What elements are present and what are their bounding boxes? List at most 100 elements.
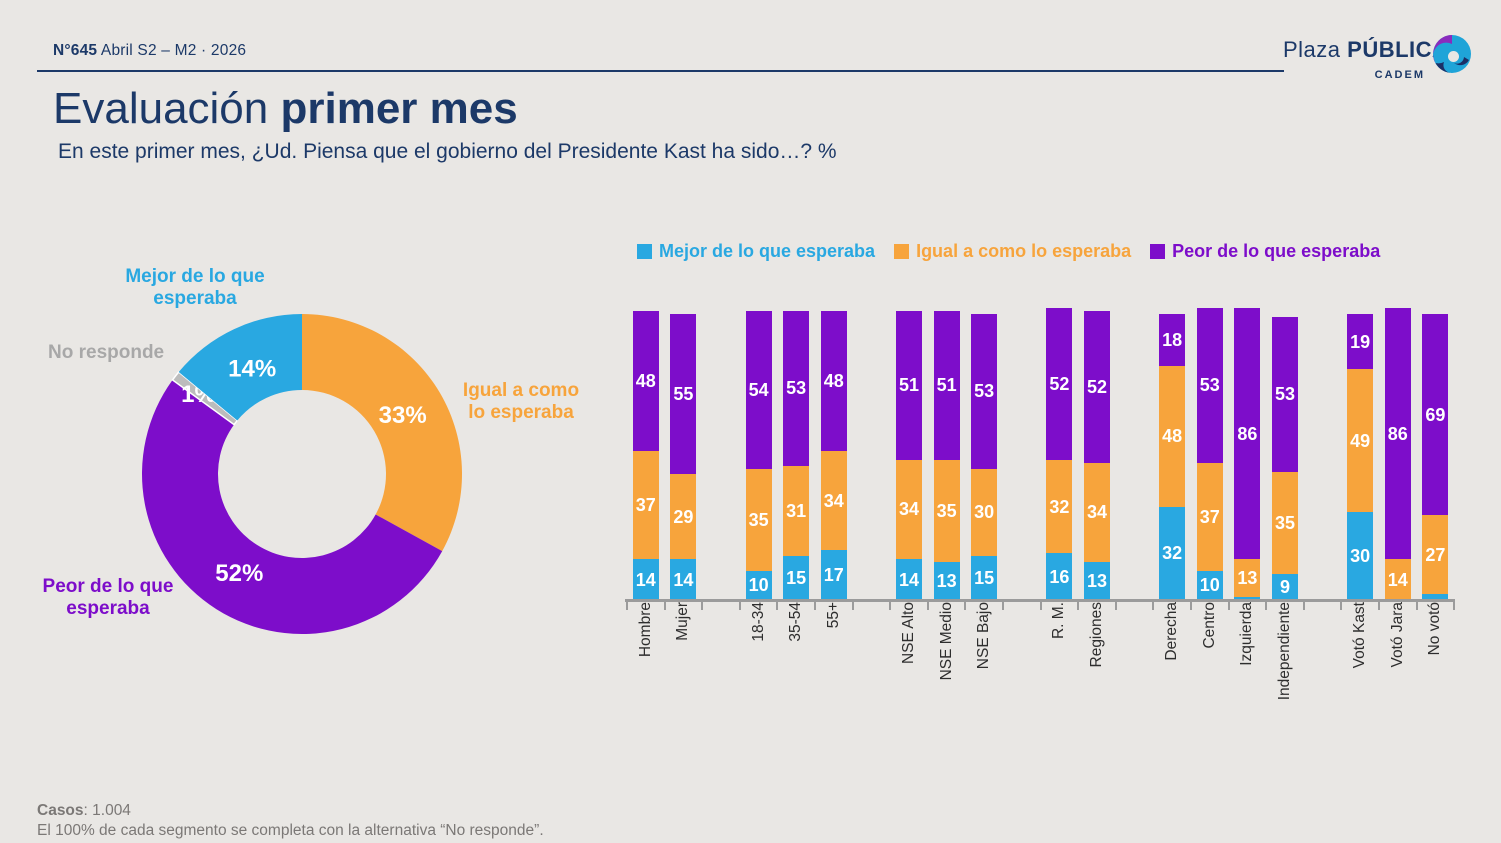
bar-segment — [1272, 316, 1298, 472]
bar-segment — [632, 559, 659, 600]
x-axis-label: Centro — [1200, 602, 1218, 649]
bar-segment — [783, 465, 810, 557]
donut-slice — [302, 314, 463, 552]
bar-value-label: 48 — [823, 371, 844, 391]
bar-chart-legend: Mejor de lo que esperaba Igual a como lo… — [637, 241, 1380, 262]
bar-value-label: 48 — [1162, 426, 1183, 447]
brand-logo: Plaza PÚBLICA CADEM — [1283, 38, 1448, 87]
header-divider — [37, 70, 1284, 72]
x-axis-label: Mujer — [674, 602, 692, 641]
x-axis-label: R. M. — [1050, 602, 1068, 640]
axis-tick — [1378, 602, 1380, 610]
bar-segment — [632, 451, 659, 560]
axis-tick — [1190, 602, 1192, 610]
x-axis-line — [625, 599, 1455, 602]
bar-segment — [745, 468, 772, 571]
issue-period: Abril S2 – M2 · 2026 — [97, 42, 247, 59]
axis-tick — [1039, 602, 1042, 610]
x-axis-label: Izquierda — [1238, 602, 1256, 666]
bar-segment — [1159, 506, 1186, 600]
bar-value-label: 9 — [1279, 576, 1290, 597]
bar-value-label: 32 — [1162, 543, 1183, 564]
bar-segment — [1084, 562, 1110, 600]
x-axis-label: Regiones — [1088, 602, 1105, 668]
bar-segment — [1272, 471, 1298, 574]
bar-value-label: 37 — [1199, 506, 1220, 527]
bar-segment — [1422, 515, 1449, 595]
bar-segment — [1347, 512, 1374, 600]
bar-segment — [745, 570, 772, 600]
bar-value-label: 86 — [1387, 423, 1408, 444]
page-subtitle: En este primer mes, ¿Ud. Piensa que el g… — [58, 140, 837, 163]
legend-item-igual: Igual a como lo esperaba — [894, 241, 1131, 262]
bar-value-label: 10 — [748, 575, 769, 596]
bar-segment — [1196, 570, 1223, 600]
donut-chart: 33%52%1%14% — [142, 314, 463, 634]
bar-value-label: 52 — [1086, 376, 1108, 397]
bar-value-label: 14 — [1387, 569, 1408, 590]
bar-segment — [971, 313, 998, 469]
axis-tick — [663, 602, 666, 610]
axis-tick — [1340, 602, 1343, 610]
issue-number: N°645 — [53, 42, 98, 59]
x-axis-label: Derecha — [1163, 602, 1181, 661]
bar-segment — [971, 468, 998, 557]
bar-segment — [896, 310, 922, 460]
x-axis-label: Independiente — [1276, 602, 1293, 701]
bar-segment — [1046, 553, 1073, 600]
x-axis-label: No votó — [1426, 602, 1444, 656]
bar-segment — [933, 459, 960, 563]
footer-cases-label: Casos — [37, 802, 84, 819]
bar-segment — [1422, 594, 1449, 600]
bar-value-label: 14 — [898, 569, 920, 590]
axis-tick — [738, 602, 741, 610]
bar-value-label: 53 — [1274, 384, 1296, 405]
bar-segment — [933, 310, 960, 460]
bar-segment — [1084, 310, 1110, 463]
donut-label-peor: Peor de lo que esperaba — [42, 576, 174, 619]
donut-label-igual: Igual a como lo esperaba — [462, 380, 580, 423]
title-bold: primer mes — [280, 84, 518, 133]
x-axis-label: NSE Medio — [937, 602, 955, 681]
x-axis-label: 55+ — [824, 602, 842, 629]
axis-tick — [1152, 602, 1155, 610]
donut-percent-label: 52% — [215, 560, 263, 587]
donut-percent-label: 33% — [379, 402, 427, 429]
bar-value-label: 16 — [1049, 566, 1070, 587]
bar-value-label: 13 — [1086, 571, 1108, 592]
footer: Casos: 1.004 El 100% de cada segmento se… — [37, 801, 544, 841]
axis-tick — [964, 602, 967, 610]
axis-tick — [701, 602, 704, 610]
bar-value-label: 86 — [1237, 423, 1258, 444]
bar-segment — [1159, 366, 1186, 507]
bar-value-label: 32 — [1049, 496, 1070, 517]
bar-segment — [1347, 313, 1374, 370]
bar-value-label: 14 — [673, 569, 694, 590]
bar-value-label: 34 — [1086, 502, 1108, 523]
axis-tick — [851, 602, 854, 610]
bar-segment — [1384, 308, 1411, 560]
axis-tick — [1265, 602, 1268, 610]
x-axis-label: NSE Alto — [900, 602, 917, 665]
bar-segment — [971, 556, 998, 600]
bar-value-label: 13 — [936, 571, 957, 592]
cadem-swirl-icon — [1433, 35, 1471, 74]
axis-tick — [1302, 602, 1305, 610]
bar-segment — [1234, 597, 1261, 600]
bar-segment — [1422, 313, 1449, 516]
donut-percent-label: 14% — [228, 356, 276, 383]
page-title: Evaluación primer mes — [53, 84, 518, 134]
bar-value-label: 53 — [786, 378, 807, 399]
donut-slice — [142, 379, 443, 634]
footer-note: El 100% de cada segmento se completa con… — [37, 822, 544, 839]
bar-segment — [896, 459, 922, 560]
bar-value-label: 19 — [1350, 331, 1371, 352]
bar-value-label: 15 — [974, 568, 995, 589]
axis-tick — [626, 602, 628, 610]
bar-segment — [1196, 462, 1223, 571]
axis-tick — [1002, 602, 1004, 610]
bar-value-label: 31 — [786, 500, 807, 521]
bar-segment — [745, 310, 772, 469]
bar-value-label: 48 — [635, 371, 656, 391]
x-axis-label: NSE Bajo — [975, 602, 993, 670]
